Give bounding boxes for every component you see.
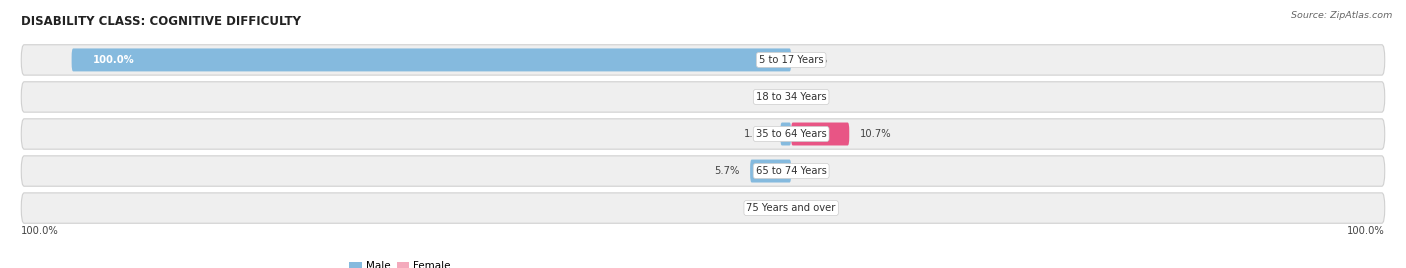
- Text: 75 Years and over: 75 Years and over: [747, 203, 835, 213]
- FancyBboxPatch shape: [751, 159, 792, 183]
- Text: 0.0%: 0.0%: [801, 55, 827, 65]
- FancyBboxPatch shape: [72, 49, 792, 71]
- Legend: Male, Female: Male, Female: [344, 257, 456, 268]
- Text: 5.7%: 5.7%: [714, 166, 740, 176]
- Text: 5 to 17 Years: 5 to 17 Years: [759, 55, 824, 65]
- FancyBboxPatch shape: [792, 122, 849, 146]
- Text: 0.0%: 0.0%: [755, 92, 780, 102]
- FancyBboxPatch shape: [21, 82, 1385, 112]
- Text: Source: ZipAtlas.com: Source: ZipAtlas.com: [1291, 11, 1392, 20]
- Text: 100.0%: 100.0%: [93, 55, 135, 65]
- Text: 0.0%: 0.0%: [801, 203, 827, 213]
- FancyBboxPatch shape: [780, 122, 792, 146]
- FancyBboxPatch shape: [21, 119, 1385, 149]
- Text: 18 to 34 Years: 18 to 34 Years: [756, 92, 827, 102]
- FancyBboxPatch shape: [21, 193, 1385, 223]
- FancyBboxPatch shape: [21, 45, 1385, 75]
- Text: DISABILITY CLASS: COGNITIVE DIFFICULTY: DISABILITY CLASS: COGNITIVE DIFFICULTY: [21, 16, 301, 28]
- Text: 100.0%: 100.0%: [1347, 226, 1385, 236]
- Text: 100.0%: 100.0%: [21, 226, 59, 236]
- Text: 0.0%: 0.0%: [755, 203, 780, 213]
- Text: 0.0%: 0.0%: [801, 92, 827, 102]
- Text: 35 to 64 Years: 35 to 64 Years: [756, 129, 827, 139]
- Text: 0.0%: 0.0%: [801, 166, 827, 176]
- Text: 65 to 74 Years: 65 to 74 Years: [755, 166, 827, 176]
- FancyBboxPatch shape: [21, 156, 1385, 186]
- Text: 1.5%: 1.5%: [744, 129, 769, 139]
- Text: 10.7%: 10.7%: [860, 129, 891, 139]
